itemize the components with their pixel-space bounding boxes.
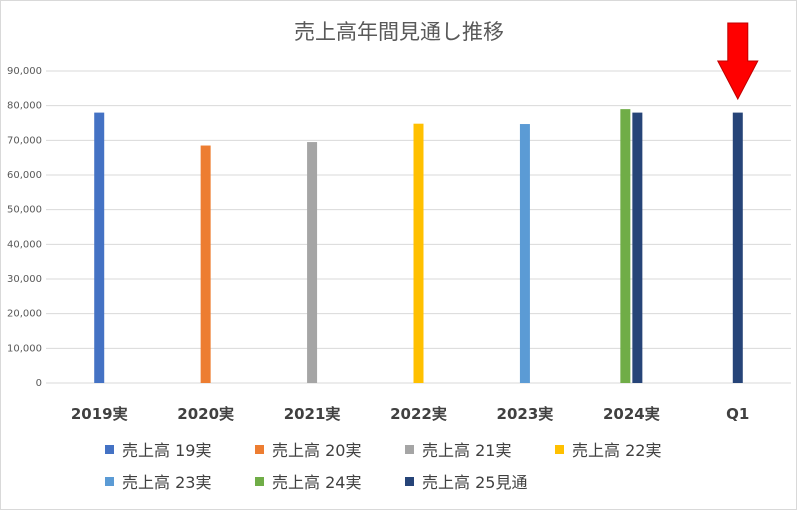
bar-0-0: [94, 112, 105, 383]
bar-6-6: [732, 112, 743, 383]
legend-swatch: [255, 445, 264, 454]
y-tick-label: 10,000: [7, 343, 42, 354]
legend-label: 売上高 20実: [272, 441, 361, 460]
y-tick-label: 70,000: [7, 135, 42, 146]
legend-label: 売上高 22実: [572, 441, 661, 460]
y-tick-label: 90,000: [7, 66, 42, 77]
legend-item: 売上高 20実: [255, 441, 361, 460]
legend-item: 売上高 23実: [105, 473, 211, 492]
x-tick-label: 2019実: [71, 405, 128, 423]
legend-swatch: [105, 477, 114, 486]
legend-swatch: [405, 445, 414, 454]
legend-swatch: [255, 477, 264, 486]
legend-item: 売上高 21実: [405, 441, 511, 460]
bar-2-2: [307, 142, 318, 383]
annotation: [716, 22, 759, 101]
legend-label: 売上高 19実: [122, 441, 211, 460]
x-tick-label: 2021実: [284, 405, 341, 423]
x-tick-label: Q1: [726, 405, 749, 423]
legend-item: 売上高 24実: [255, 473, 361, 492]
legend-swatch: [555, 445, 564, 454]
legend-label: 売上高 23実: [122, 473, 211, 492]
x-tick-label: 2020実: [177, 405, 234, 423]
y-tick-label: 80,000: [7, 101, 42, 112]
legend-label: 売上高 25見通: [422, 473, 527, 492]
x-tick-label: 2022実: [390, 405, 447, 423]
legend-item: 売上高 19実: [105, 441, 211, 460]
red-arrow-icon: [716, 22, 759, 101]
bar-5-5: [620, 109, 631, 383]
chart-title: 売上高年間見通し推移: [294, 20, 504, 44]
x-tick-label: 2024実: [603, 405, 660, 423]
legend-item: 売上高 25見通: [405, 473, 527, 492]
y-tick-label: 0: [36, 378, 42, 389]
y-tick-label: 40,000: [7, 239, 42, 250]
bar-3-3: [413, 123, 424, 384]
x-axis: 2019実 2020実 2021実 2022実 2023実 2024実 Q1: [71, 405, 750, 423]
legend-label: 売上高 21実: [422, 441, 511, 460]
y-axis: 0 10,000 20,000 30,000 40,000 50,000 60,000 70,…: [7, 66, 42, 389]
bar-1-1: [200, 145, 211, 383]
y-tick-label: 20,000: [7, 309, 42, 320]
y-tick-label: 30,000: [7, 274, 42, 285]
legend-item: 売上高 22実: [555, 441, 661, 460]
y-tick-label: 60,000: [7, 170, 42, 181]
legend-swatch: [105, 445, 114, 454]
bar-5-6: [632, 112, 643, 383]
y-tick-label: 50,000: [7, 205, 42, 216]
bar-4-4: [519, 124, 530, 383]
legend-swatch: [405, 477, 414, 486]
legend-label: 売上高 24実: [272, 473, 361, 492]
x-tick-label: 2023実: [497, 405, 554, 423]
bars: [94, 109, 743, 384]
